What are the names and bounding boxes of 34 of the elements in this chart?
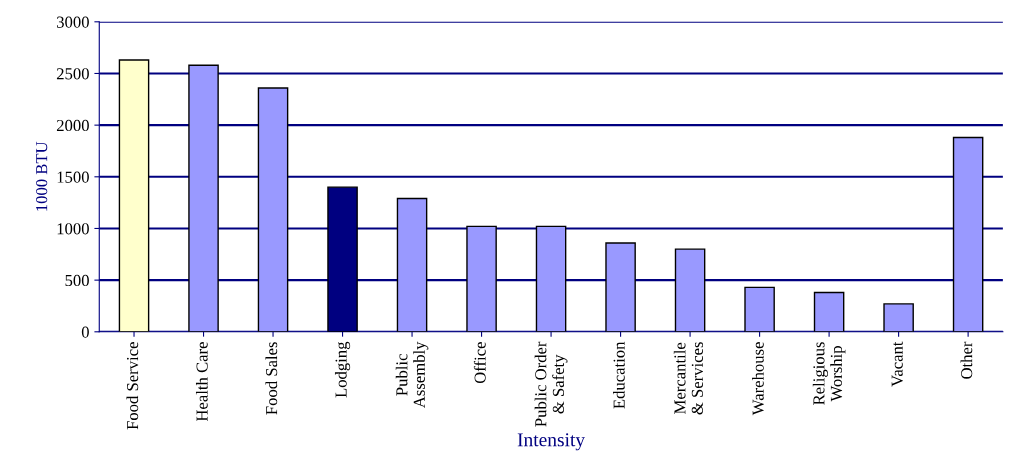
y-tick-label: 500 [65,274,89,287]
x-tick-label: Office [473,342,486,384]
bar [118,59,150,332]
x-tick-label: Religious Worship [812,342,846,405]
bar [535,225,567,332]
bar [605,242,636,332]
y-tick-label: 1500 [57,171,89,183]
y-tick-label: 3000 [57,16,89,28]
bar [466,225,497,332]
x-tick-label: Education [613,341,625,409]
bar [744,286,775,332]
x-tick-label: Vacant [891,341,903,387]
x-tick-label: Lodging [334,341,351,398]
bar [952,136,984,332]
x-tick-label: Public Order & Safety [534,341,568,427]
bar [813,291,845,332]
x-tick-label: Food Sales [265,342,278,415]
bar [188,64,219,332]
y-tick-label: 0 [81,326,89,338]
bar [257,87,289,332]
y-tick-label: 2000 [56,119,89,132]
x-tick-label: Mercantile & Services [673,342,703,415]
bar [674,248,706,332]
bar [883,303,914,332]
x-tick-label: Food Service [126,342,139,430]
x-tick-label: Other [960,341,973,379]
x-tick-label: Warehouse [752,342,764,416]
y-axis-title: 1000 BTU [36,141,48,211]
y-tick-label: 2500 [56,68,89,80]
x-tick-label: Health Care [195,342,208,422]
y-tick-label: 1000 [57,223,89,235]
x-axis-title: Intensity [517,433,586,451]
x-tick-label: Public Assembly [395,341,429,409]
bar [396,197,428,332]
